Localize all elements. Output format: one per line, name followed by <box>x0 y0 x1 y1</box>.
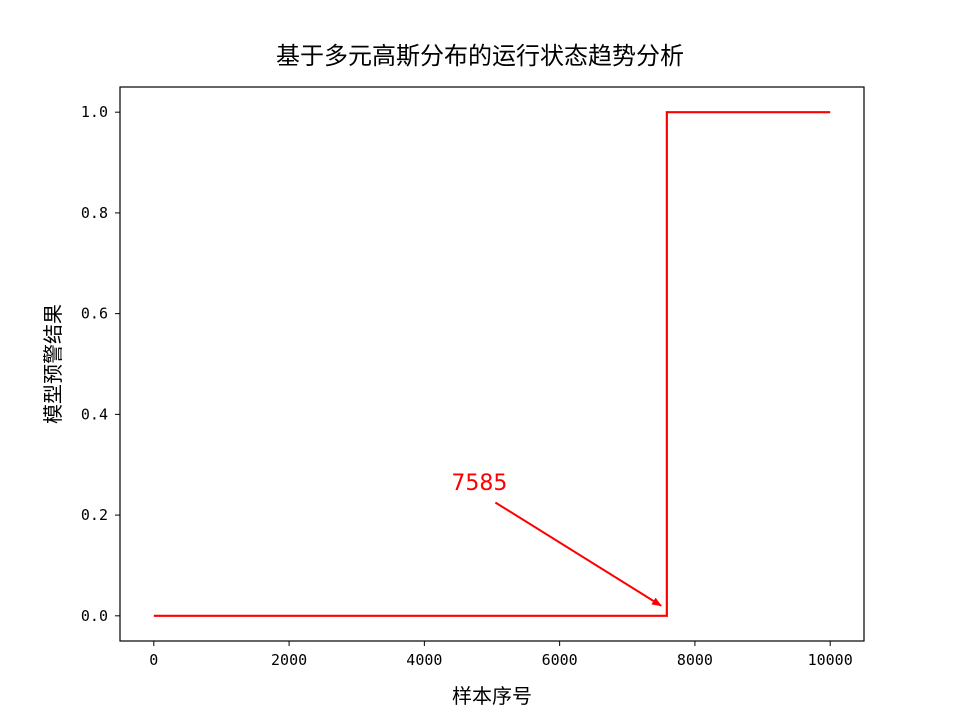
series-layer <box>153 111 831 617</box>
y-tick-label: 0.2 <box>81 506 108 524</box>
x-tick-label: 0 <box>149 651 158 669</box>
annotation-layer: 7585 <box>451 471 662 607</box>
x-tick-label: 4000 <box>406 651 442 669</box>
chart-title: 基于多元高斯分布的运行状态趋势分析 <box>276 42 684 70</box>
x-axis-ticks: 0 2000 4000 6000 8000 10000 <box>149 641 853 669</box>
plot-frame <box>119 86 865 642</box>
x-tick-label: 10000 <box>808 651 853 669</box>
annotation-label: 7585 <box>451 471 507 496</box>
annotation-arrow <box>494 501 662 607</box>
y-tick-label: 0.4 <box>81 405 108 423</box>
x-tick-label: 6000 <box>542 651 578 669</box>
y-tick-label: 0.6 <box>81 305 108 323</box>
series-line <box>153 111 831 617</box>
x-tick-label: 8000 <box>677 651 713 669</box>
y-tick-label: 0.8 <box>81 204 108 222</box>
y-axis-ticks: 0.0 0.2 0.4 0.6 0.8 1.0 <box>81 103 120 625</box>
y-tick-label: 0.0 <box>81 607 108 625</box>
x-axis-label: 样本序号 <box>452 684 532 708</box>
y-axis-label: 模型预警结果 <box>41 304 65 424</box>
y-tick-label: 1.0 <box>81 103 108 121</box>
x-tick-label: 2000 <box>271 651 307 669</box>
